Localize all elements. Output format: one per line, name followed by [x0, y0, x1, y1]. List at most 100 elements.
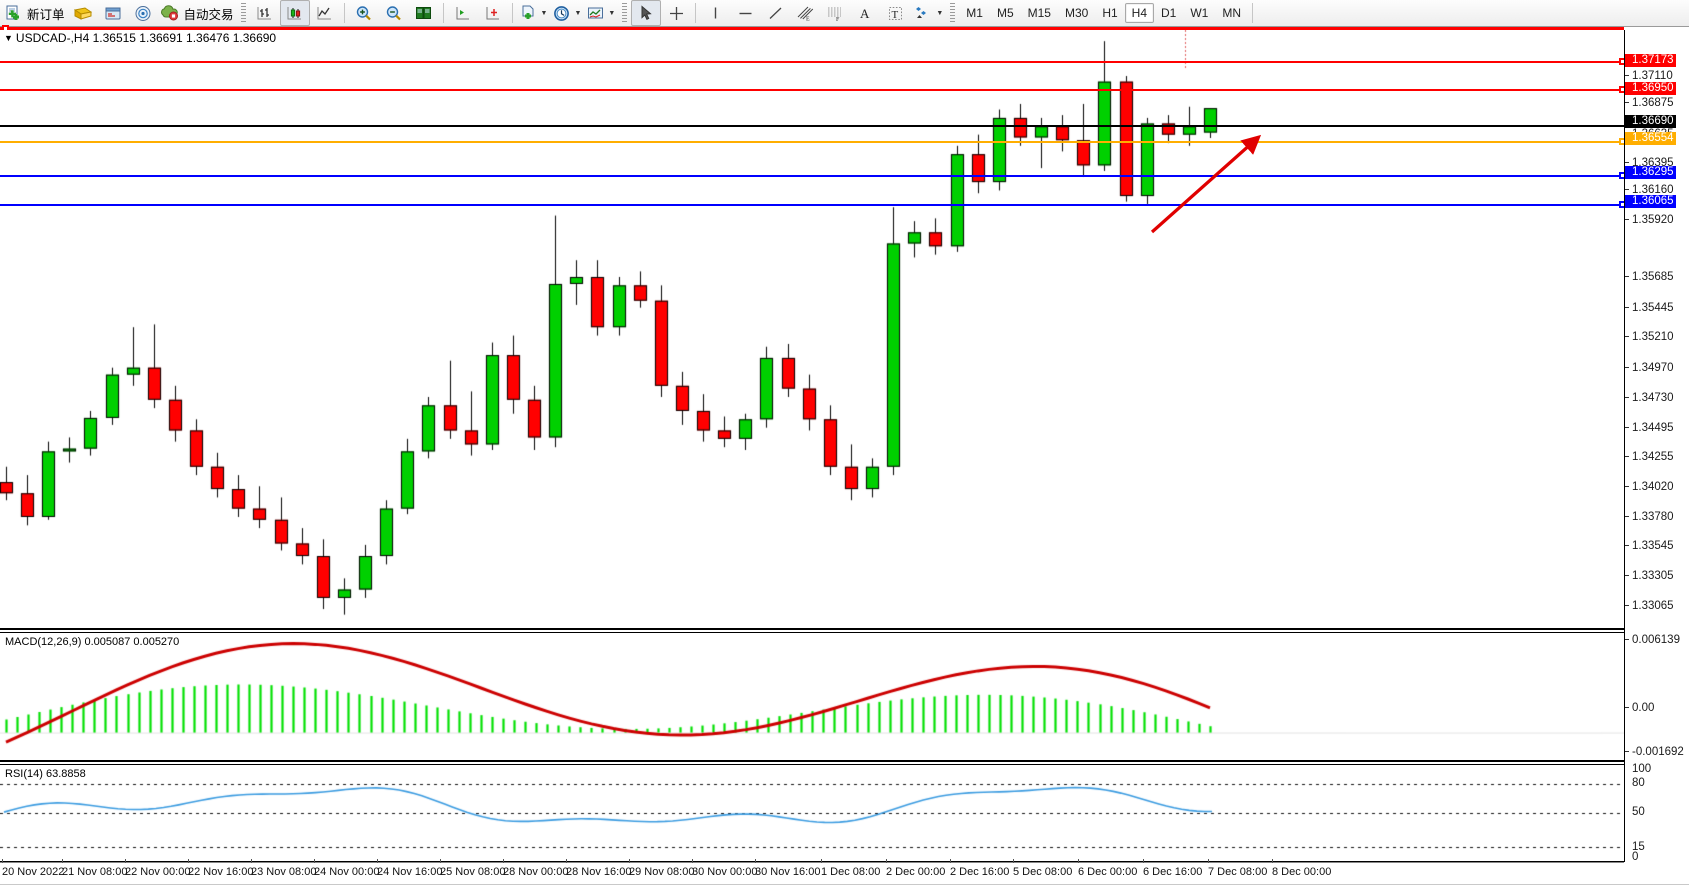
pivot-line[interactable]	[0, 138, 1626, 145]
indicators-button[interactable]: ▼	[584, 0, 618, 26]
timeframe-m15[interactable]: M15	[1027, 6, 1051, 20]
chevron-down-icon[interactable]: ▼	[608, 9, 616, 17]
zoom-in-button[interactable]	[349, 0, 379, 26]
toolbar-grip-1[interactable]	[240, 3, 246, 23]
macd-scale-tick: -0.001692	[1625, 746, 1684, 758]
support-line-1[interactable]	[0, 172, 1626, 179]
price-badge-pivot[interactable]: 1.36554	[1625, 132, 1676, 145]
chart-shift-button[interactable]	[448, 0, 478, 26]
time-tick	[503, 859, 504, 863]
rsi-pane[interactable]: RSI(14) 63.8858	[0, 764, 1624, 862]
price-badge-current[interactable]: 1.36690	[1625, 115, 1676, 128]
price-badge-resistance[interactable]: 1.36950	[1625, 82, 1676, 95]
objects-icon	[913, 5, 932, 22]
time-axis-label: 8 Dec 00:00	[1272, 866, 1332, 878]
time-tick	[950, 859, 951, 863]
toolbar-separator-2	[442, 3, 444, 23]
current-price-line[interactable]	[0, 125, 1624, 127]
price-badge-support-1[interactable]: 1.36295	[1625, 166, 1676, 179]
fibonacci-button[interactable]: F	[820, 0, 850, 26]
resistance-line-1[interactable]	[0, 58, 1626, 65]
trendline-button[interactable]	[760, 0, 790, 26]
toolbar-separator-3	[511, 3, 513, 23]
scale-divider	[1624, 30, 1625, 862]
market-watch-button[interactable]	[68, 0, 98, 26]
symbol-ohlc-text: USDCAD-,H4 1.36515 1.36691 1.36476 1.366…	[15, 31, 277, 45]
time-axis-label: 30 Nov 16:00	[755, 866, 821, 878]
timeframe-d1[interactable]: D1	[1161, 6, 1177, 20]
toolbar-grip-2[interactable]	[622, 3, 628, 23]
auto-scroll-button[interactable]	[478, 0, 508, 26]
macd-pane[interactable]: MACD(12,26,9) 0.005087 0.005270	[0, 632, 1624, 762]
time-tick	[377, 859, 378, 863]
price-tick: 1.35920	[1625, 214, 1674, 226]
timeframe-h1[interactable]: H1	[1102, 6, 1118, 20]
text-label-button[interactable]: T	[880, 0, 910, 26]
time-tick	[886, 859, 887, 863]
line-chart-icon	[316, 5, 333, 22]
time-axis-label: 6 Dec 16:00	[1143, 866, 1203, 878]
bar-chart-button[interactable]	[250, 0, 280, 26]
time-tick	[440, 859, 441, 863]
new-order-button[interactable]: 新订单	[2, 0, 68, 26]
horizontal-line-icon	[737, 5, 754, 22]
equidistant-channel-button[interactable]: E	[790, 0, 820, 26]
price-badge-high-resistance[interactable]: 1.37173	[1625, 54, 1676, 67]
macd-scale-tick: 0.00	[1625, 702, 1654, 714]
new-template-button[interactable]: ▼	[517, 0, 551, 26]
crosshair-button[interactable]	[661, 0, 691, 26]
time-axis-label: 22 Nov 16:00	[188, 866, 254, 878]
time-tick	[2, 859, 3, 863]
price-tick: 1.37110	[1625, 70, 1673, 82]
resistance-line-2[interactable]	[0, 86, 1626, 93]
candlestick-chart-button[interactable]	[279, 0, 310, 26]
period-button[interactable]: ▼	[550, 0, 584, 26]
bar-chart-icon	[256, 5, 273, 22]
timeframe-mn[interactable]: MN	[1222, 6, 1242, 20]
cursor-button[interactable]	[631, 0, 662, 26]
timeframe-h4[interactable]: H4	[1124, 3, 1154, 23]
svg-text:E: E	[806, 16, 810, 22]
horizontal-line-button[interactable]	[730, 0, 760, 26]
time-tick	[692, 859, 693, 863]
autotrade-button[interactable]: 自动交易	[158, 0, 237, 26]
support-line-2[interactable]	[0, 201, 1626, 208]
chevron-down-icon[interactable]: ▼	[574, 9, 582, 17]
price-pane[interactable]	[0, 30, 1624, 630]
svg-text:A: A	[860, 6, 870, 21]
price-tick: 1.35445	[1625, 302, 1674, 314]
chevron-down-icon[interactable]: ▼	[936, 9, 944, 17]
price-scale[interactable]: 1.371101.368751.366351.363951.361601.359…	[1625, 30, 1689, 863]
price-tick: 1.34495	[1625, 422, 1674, 434]
text-icon: A	[858, 5, 873, 22]
text-button[interactable]: A	[850, 0, 880, 26]
svg-text:F: F	[836, 17, 840, 22]
toolbar-grip-3[interactable]	[950, 3, 956, 23]
tile-windows-button[interactable]	[409, 0, 439, 26]
data-window-button[interactable]	[98, 0, 128, 26]
collapse-triangle-icon[interactable]: ▼	[4, 33, 13, 43]
objects-button[interactable]: ▼	[910, 0, 946, 26]
timeframe-m30[interactable]: M30	[1064, 6, 1089, 20]
text-label-icon: T	[887, 5, 904, 22]
chart-area[interactable]: ▼ USDCAD-,H4 1.36515 1.36691 1.36476 1.36…	[0, 25, 1689, 885]
time-tick	[125, 859, 126, 863]
time-axis[interactable]: 20 Nov 2022 21 Nov 08:00 22 Nov 00:00 22 No…	[0, 859, 1624, 883]
price-tick: 1.33545	[1625, 540, 1674, 552]
time-axis-label: 2 Dec 16:00	[950, 866, 1010, 878]
timeframe-m5[interactable]: M5	[996, 6, 1014, 20]
chart-symbol-label: ▼ USDCAD-,H4 1.36515 1.36691 1.36476 1.36…	[4, 31, 276, 45]
rsi-scale-tick: 0	[1632, 851, 1639, 863]
timeframe-m1[interactable]: M1	[966, 6, 983, 20]
timeframe-w1[interactable]: W1	[1190, 6, 1209, 20]
price-badge-support-2[interactable]: 1.36065	[1625, 195, 1676, 208]
time-axis-label: 23 Nov 08:00	[251, 866, 317, 878]
time-axis-label: 24 Nov 16:00	[377, 866, 443, 878]
zoom-out-button[interactable]	[379, 0, 409, 26]
chevron-down-icon[interactable]: ▼	[540, 9, 548, 17]
price-tick: 1.34730	[1625, 392, 1674, 404]
navigator-button[interactable]	[128, 0, 158, 26]
time-tick	[1078, 859, 1079, 863]
vertical-line-button[interactable]	[700, 0, 730, 26]
line-chart-button[interactable]	[310, 0, 340, 26]
